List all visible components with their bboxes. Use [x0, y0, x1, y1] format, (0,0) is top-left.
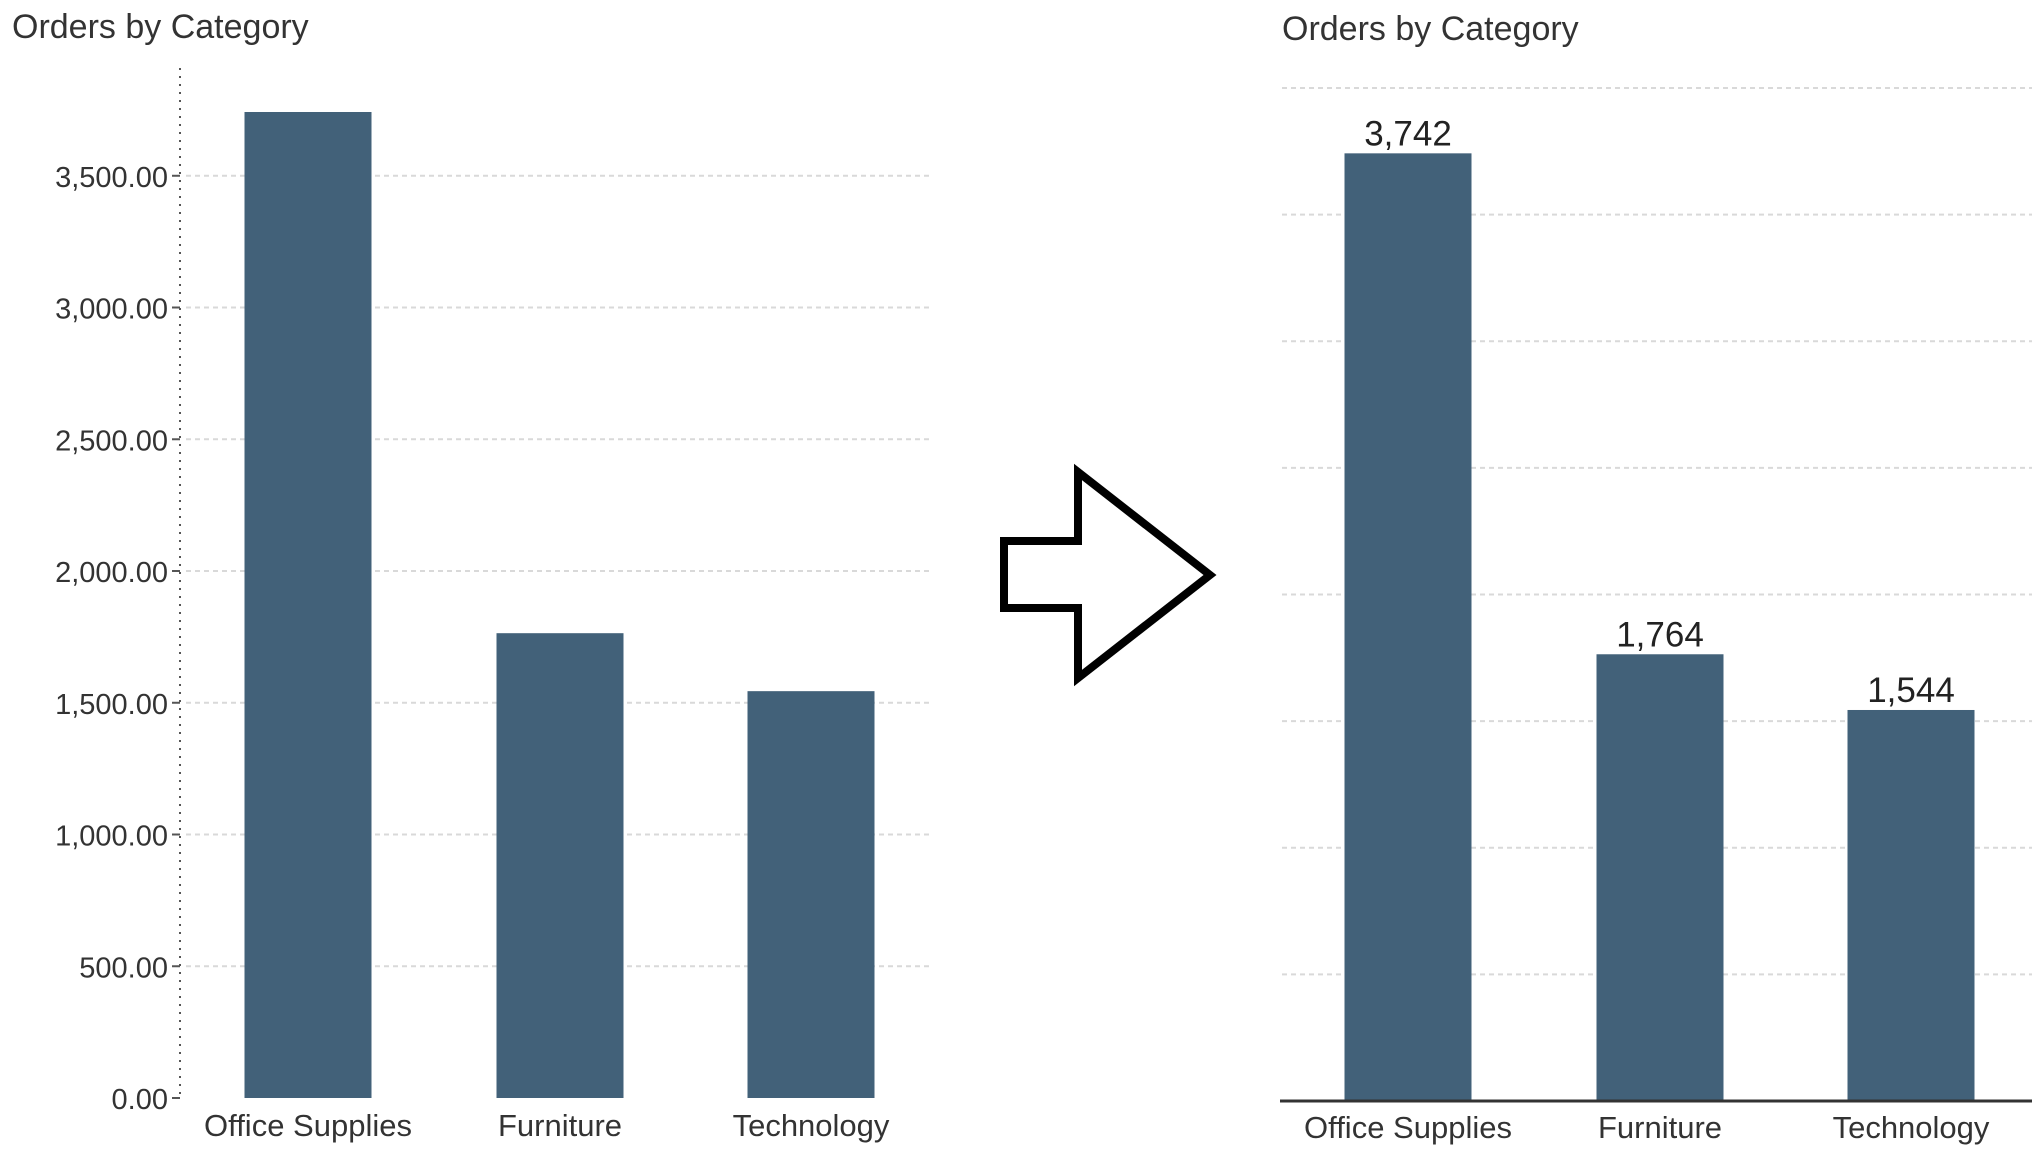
right-x-tick-label: Technology — [1833, 1110, 1990, 1145]
right-x-axis-labels: Office Supplies Furniture Technology — [1304, 1110, 1990, 1145]
left-y-tick-label: 0.00 — [112, 1084, 168, 1116]
right-bar-value-label: 1,764 — [1616, 615, 1704, 654]
left-x-axis-labels: Office Supplies Furniture Technology — [204, 1108, 890, 1143]
right-data-labels: 3,742 1,764 1,544 — [1364, 114, 1955, 710]
right-bar — [1596, 654, 1724, 1101]
left-chart: Orders by Category 0.00 500.00 1,000.00 1,5… — [12, 8, 930, 1143]
left-y-tick-label: 500.00 — [79, 952, 168, 984]
left-bar — [747, 691, 875, 1098]
left-bar — [244, 112, 372, 1098]
left-y-tick-label: 3,500.00 — [55, 162, 168, 194]
right-bar — [1344, 153, 1472, 1101]
right-bar — [1847, 709, 1975, 1101]
right-chart: Orders by Category 3,742 1,764 1,544 Offic… — [1280, 10, 2032, 1145]
right-chart-title: Orders by Category — [1282, 10, 1579, 48]
left-y-tick-label: 1,500.00 — [55, 689, 168, 721]
left-y-tick-label: 3,000.00 — [55, 294, 168, 326]
left-x-tick-label: Office Supplies — [204, 1108, 412, 1143]
left-y-tick-label: 2,000.00 — [55, 557, 168, 589]
left-y-tick-label: 2,500.00 — [55, 425, 168, 457]
right-bars — [1344, 153, 1975, 1101]
left-chart-title: Orders by Category — [12, 8, 309, 46]
left-x-tick-label: Technology — [733, 1108, 890, 1143]
left-x-tick-label: Furniture — [498, 1108, 622, 1143]
right-arrow-icon — [1000, 463, 1217, 687]
right-x-tick-label: Furniture — [1598, 1110, 1722, 1145]
right-x-tick-label: Office Supplies — [1304, 1110, 1512, 1145]
left-bar — [496, 633, 624, 1098]
left-y-axis-ticks: 0.00 500.00 1,000.00 1,500.00 2,000.00 2,500.… — [55, 162, 180, 1116]
left-y-tick-label: 1,000.00 — [55, 821, 168, 853]
right-bar-value-label: 1,544 — [1867, 671, 1955, 710]
right-bar-value-label: 3,742 — [1364, 114, 1452, 153]
left-bars — [244, 112, 875, 1098]
